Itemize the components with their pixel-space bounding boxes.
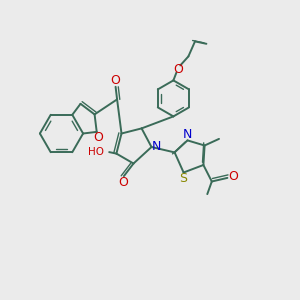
Text: O: O bbox=[111, 74, 121, 87]
Text: O: O bbox=[93, 131, 103, 144]
Text: S: S bbox=[179, 172, 187, 185]
Text: HO: HO bbox=[88, 147, 104, 157]
Text: O: O bbox=[118, 176, 128, 189]
Text: O: O bbox=[173, 62, 183, 76]
Text: O: O bbox=[228, 169, 238, 183]
Text: N: N bbox=[151, 140, 161, 154]
Text: N: N bbox=[183, 128, 192, 141]
